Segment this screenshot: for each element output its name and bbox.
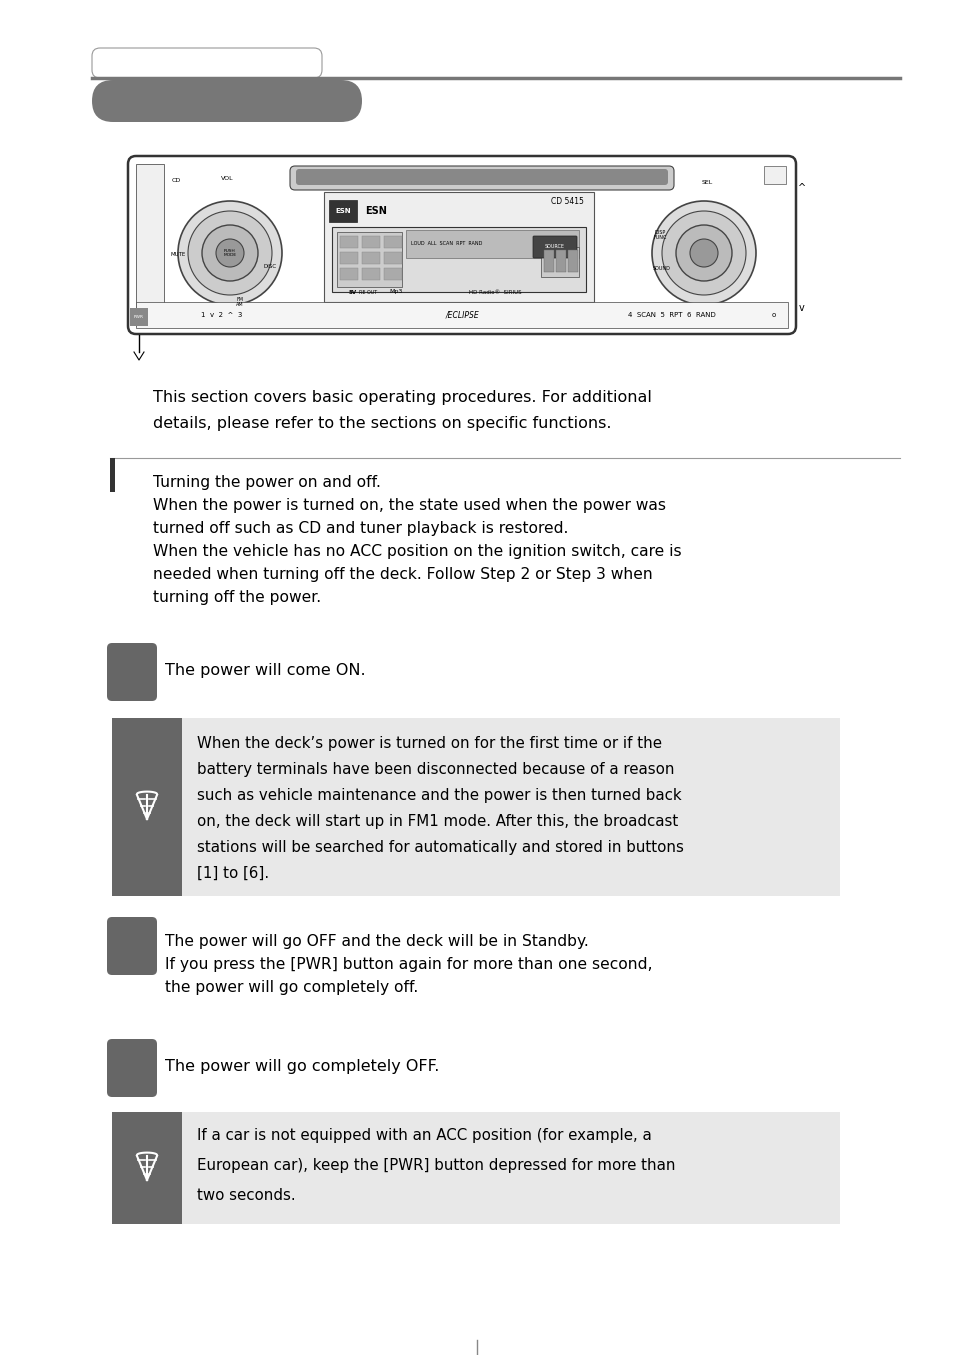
Circle shape: [661, 211, 745, 295]
Bar: [406, 230, 578, 257]
Bar: [361, 252, 379, 264]
FancyBboxPatch shape: [290, 167, 673, 190]
Text: SOUND: SOUND: [653, 267, 670, 271]
Bar: [336, 232, 401, 287]
Circle shape: [202, 225, 257, 280]
Circle shape: [178, 201, 282, 305]
Bar: [130, 308, 148, 327]
Bar: [339, 268, 357, 280]
Text: details, please refer to the sections on specific functions.: details, please refer to the sections on…: [152, 416, 611, 431]
Text: 1  v  2  ^  3: 1 v 2 ^ 3: [201, 312, 242, 318]
Bar: [543, 251, 554, 272]
Circle shape: [689, 238, 718, 267]
Text: PWR: PWR: [133, 314, 144, 318]
Bar: [112, 1112, 840, 1224]
Text: When the deck’s power is turned on for the first time or if the: When the deck’s power is turned on for t…: [196, 736, 661, 751]
Bar: [112, 718, 840, 896]
Bar: [136, 302, 787, 328]
Text: turned off such as CD and tuner playback is restored.: turned off such as CD and tuner playback…: [152, 522, 568, 537]
Text: PUSH
MODE: PUSH MODE: [223, 249, 236, 257]
Text: MUTE: MUTE: [171, 252, 186, 257]
Text: ESN: ESN: [335, 209, 351, 214]
Text: /ECLIPSE: /ECLIPSE: [445, 310, 478, 320]
Text: v: v: [799, 304, 804, 313]
Bar: [540, 247, 578, 276]
Bar: [567, 251, 578, 272]
Text: SEL: SEL: [700, 179, 712, 184]
Bar: [329, 201, 356, 222]
Text: Mp3: Mp3: [389, 290, 402, 294]
Text: 5V: 5V: [349, 290, 356, 294]
Text: CD: CD: [172, 178, 180, 183]
Text: European car), keep the [PWR] button depressed for more than: European car), keep the [PWR] button dep…: [196, 1159, 675, 1173]
Circle shape: [651, 201, 755, 305]
Text: on, the deck will start up in FM1 mode. After this, the broadcast: on, the deck will start up in FM1 mode. …: [196, 814, 678, 829]
Text: The power will come ON.: The power will come ON.: [165, 663, 365, 678]
Text: DISP
FUNC: DISP FUNC: [653, 229, 666, 240]
Bar: [763, 167, 785, 184]
FancyBboxPatch shape: [107, 644, 157, 701]
Text: LOUD  ALL  SCAN  RPT  RAND: LOUD ALL SCAN RPT RAND: [411, 241, 482, 247]
Bar: [339, 252, 357, 264]
Text: When the vehicle has no ACC position on the ignition switch, care is: When the vehicle has no ACC position on …: [152, 543, 680, 560]
FancyBboxPatch shape: [91, 80, 361, 122]
Bar: [339, 236, 357, 248]
Text: ESN: ESN: [365, 206, 387, 215]
Circle shape: [676, 225, 731, 280]
Text: This section covers basic operating procedures. For additional: This section covers basic operating proc…: [152, 390, 651, 405]
Text: [1] to [6].: [1] to [6].: [196, 866, 269, 881]
Text: battery terminals have been disconnected because of a reason: battery terminals have been disconnected…: [196, 762, 674, 776]
Text: such as vehicle maintenance and the power is then turned back: such as vehicle maintenance and the powe…: [196, 789, 680, 804]
Bar: [556, 251, 565, 272]
Text: the power will go completely off.: the power will go completely off.: [165, 980, 417, 995]
Bar: [110, 458, 115, 492]
Bar: [361, 236, 379, 248]
Bar: [324, 192, 594, 302]
Text: The power will go OFF and the deck will be in Standby.: The power will go OFF and the deck will …: [165, 934, 588, 948]
Text: FM
AM: FM AM: [236, 297, 244, 308]
Bar: [384, 236, 401, 248]
Bar: [332, 228, 585, 291]
Bar: [384, 252, 401, 264]
Text: If a car is not equipped with an ACC position (for example, a: If a car is not equipped with an ACC pos…: [196, 1127, 651, 1144]
FancyBboxPatch shape: [128, 156, 795, 333]
Text: DISC: DISC: [263, 264, 276, 270]
Bar: [136, 164, 164, 327]
Text: When the power is turned on, the state used when the power was: When the power is turned on, the state u…: [152, 499, 665, 514]
Text: SOURCE: SOURCE: [544, 244, 564, 249]
Text: CD 5415: CD 5415: [551, 198, 583, 206]
Circle shape: [215, 238, 244, 267]
Text: stations will be searched for automatically and stored in buttons: stations will be searched for automatica…: [196, 840, 683, 855]
Bar: [112, 718, 182, 896]
Text: HD Radio®  SIRIUS: HD Radio® SIRIUS: [469, 290, 521, 294]
Circle shape: [188, 211, 272, 295]
Text: o: o: [771, 312, 776, 318]
Bar: [361, 268, 379, 280]
Text: turning off the power.: turning off the power.: [152, 589, 321, 604]
FancyBboxPatch shape: [91, 47, 322, 79]
FancyBboxPatch shape: [107, 1039, 157, 1098]
Text: 4  SCAN  5  RPT  6  RAND: 4 SCAN 5 RPT 6 RAND: [627, 312, 715, 318]
Text: ^: ^: [797, 183, 805, 192]
Text: The power will go completely OFF.: The power will go completely OFF.: [165, 1060, 439, 1075]
Text: VOL: VOL: [220, 176, 233, 180]
FancyBboxPatch shape: [295, 169, 667, 186]
FancyBboxPatch shape: [107, 917, 157, 976]
FancyBboxPatch shape: [533, 236, 577, 257]
Text: needed when turning off the deck. Follow Step 2 or Step 3 when: needed when turning off the deck. Follow…: [152, 566, 652, 583]
Text: RE OUT: RE OUT: [358, 290, 376, 294]
Text: Turning the power on and off.: Turning the power on and off.: [152, 476, 380, 491]
Text: two seconds.: two seconds.: [196, 1188, 295, 1203]
Bar: [112, 1112, 182, 1224]
Text: If you press the [PWR] button again for more than one second,: If you press the [PWR] button again for …: [165, 957, 652, 972]
Bar: [384, 268, 401, 280]
